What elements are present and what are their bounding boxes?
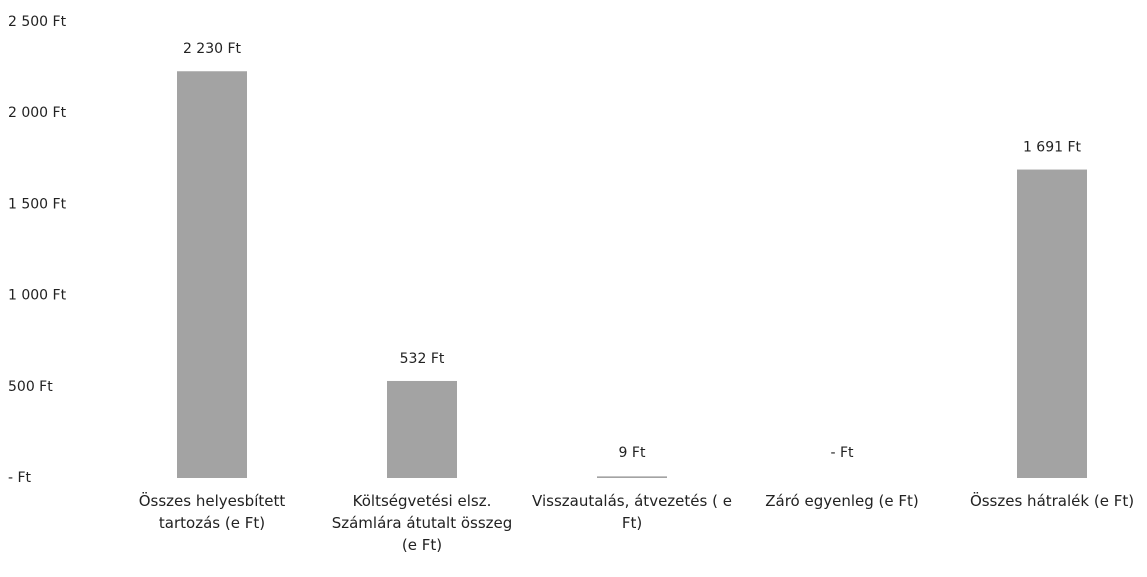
x-tick-label: Visszautalás, átvezetés ( e Ft)	[532, 492, 732, 532]
bar	[1017, 169, 1087, 479]
x-tick-label: Összes helyesbített tartozás (e Ft)	[138, 492, 286, 532]
bar	[597, 476, 667, 478]
bar	[387, 380, 457, 478]
data-label: 2 230 Ft	[183, 41, 242, 57]
x-tick-label: Költségvetési elsz. Számlára átutalt öss…	[331, 492, 513, 554]
x-tick-label: Összes hátralék (e Ft)	[969, 492, 1135, 510]
data-label: 1 691 Ft	[1023, 140, 1082, 156]
y-tick-label: 1 000 Ft	[8, 288, 67, 304]
y-tick-label: 2 000 Ft	[8, 105, 67, 121]
y-tick-label: 1 500 Ft	[8, 196, 67, 212]
x-tick-label: Záró egyenleg (e Ft)	[765, 492, 919, 510]
y-tick-label: - Ft	[8, 470, 32, 486]
data-label: - Ft	[830, 445, 854, 461]
y-tick-label: 500 Ft	[8, 379, 53, 395]
bar	[177, 71, 247, 479]
data-label: 9 Ft	[619, 445, 646, 461]
y-tick-label: 2 500 Ft	[8, 14, 67, 30]
data-label: 532 Ft	[400, 351, 445, 367]
